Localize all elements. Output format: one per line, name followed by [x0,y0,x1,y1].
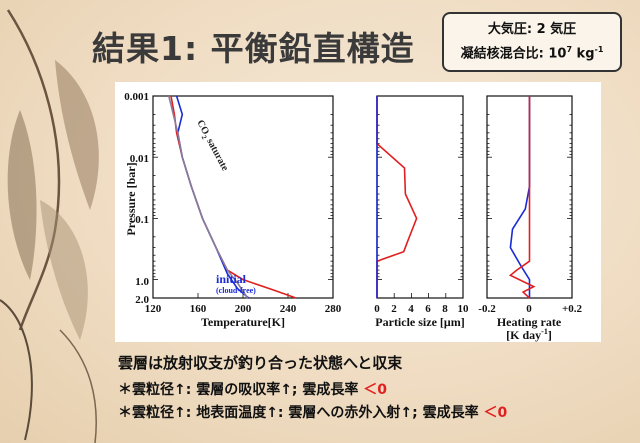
initial-sublabel: (cloud-free) [216,286,256,295]
bullet-1-result: ＜0 [363,382,388,398]
p3-x-tick-1: 0 [526,303,532,315]
co2-label-rest: saturate [203,135,231,174]
bullet-1: ＊雲粒径↑: 雲層の吸収率↑; 雲成長率 ＜0 [118,379,387,399]
bullet-2: ＊雲粒径↑: 地表面温度↑: 雲層への赤外入射↑; 雲成長率 ＜0 [118,402,507,422]
p1-x-tick-0: 120 [145,303,162,315]
ratio-label: 凝結核混合比 [460,46,539,62]
p1-x-tick-4: 280 [325,303,342,315]
bullet-1-text: ＊雲粒径↑: 雲層の吸収率↑; 雲成長率 [118,382,359,398]
bullet-2-text: ＊雲粒径↑: 地表面温度↑: 雲層への赤外入射↑; 雲成長率 [118,405,479,421]
bullet-2-result: ＜0 [483,405,508,421]
slide-title: 結果1: 平衡鉛直構造 [92,29,415,68]
pressure-unit: 気圧 [550,22,577,37]
y-axis-label: Pressure [bar] [124,162,138,235]
p3-x-tick-0: -0.2 [478,303,496,315]
equilibrium-profile-chart: 0.001 0.01 0.1 1.0 2.0 Pressure [bar] 12… [124,91,583,342]
p2-x-label: Particle size [μm] [375,315,464,329]
figure-panel: 0.001 0.01 0.1 1.0 2.0 Pressure [bar] 12… [115,82,601,342]
p2-x-tick-3: 6 [425,303,431,315]
panel-1-series-red [170,95,297,299]
p1-x-tick-3: 240 [280,303,297,315]
ratio-unit: kg [576,46,595,62]
ratio-exponent: 7 [566,45,573,54]
panel-2-frame [376,95,464,299]
pressure-value: 2 [536,22,546,37]
p1-x-tick-2: 200 [235,303,252,315]
y-tick-1: 0.01 [130,153,149,165]
panel-1-series-co2 [168,95,249,299]
co2-label-sub: 2 [200,134,209,141]
co2-saturate-label: CO2 saturate [193,118,231,174]
ratio-param: 凝結核混合比: 107 kg-1 [460,45,604,62]
panel-2-series-red [376,96,418,298]
p3-unit-base: [K day [506,328,541,342]
p2-x-tick-2: 4 [408,303,414,315]
co2-label-text: CO [194,118,211,137]
ratio-unit-exponent: -1 [594,45,604,54]
y-tick-4: 2.0 [135,294,149,306]
p2-x-tick-5: 10 [458,303,470,315]
panel-1-series-initial [175,95,250,299]
panel-3-series-red [508,96,536,299]
p3-x-tick-2: +0.2 [562,303,583,315]
parameter-box: 大気圧: 2 気圧 凝結核混合比: 107 kg-1 [442,12,622,72]
ratio-value: 10 [548,46,567,62]
y-tick-3: 1.0 [135,276,149,288]
y-tick-2: 0.1 [135,214,149,226]
initial-label: initial [216,272,247,286]
p2-x-tick-1: 2 [391,303,397,315]
decorative-leaves [0,9,99,443]
pressure-label: 大気圧 [487,22,527,37]
summary-text: 雲層は放射収支が釣り合った状態へと収束 [118,354,403,372]
p3-unit-end: ] [548,328,552,342]
p1-x-tick-1: 160 [190,303,207,315]
p2-x-tick-0: 0 [374,303,380,315]
p3-x-label: Heating rate [497,315,562,329]
p1-x-label: Temperature[K] [201,315,285,329]
p3-x-label-units: [K day-1] [506,327,552,342]
p2-x-tick-4: 8 [442,303,448,315]
pressure-param: 大気圧: 2 気圧 [487,22,577,37]
p3-unit-exp: -1 [541,327,548,336]
y-tick-0: 0.001 [124,91,149,103]
